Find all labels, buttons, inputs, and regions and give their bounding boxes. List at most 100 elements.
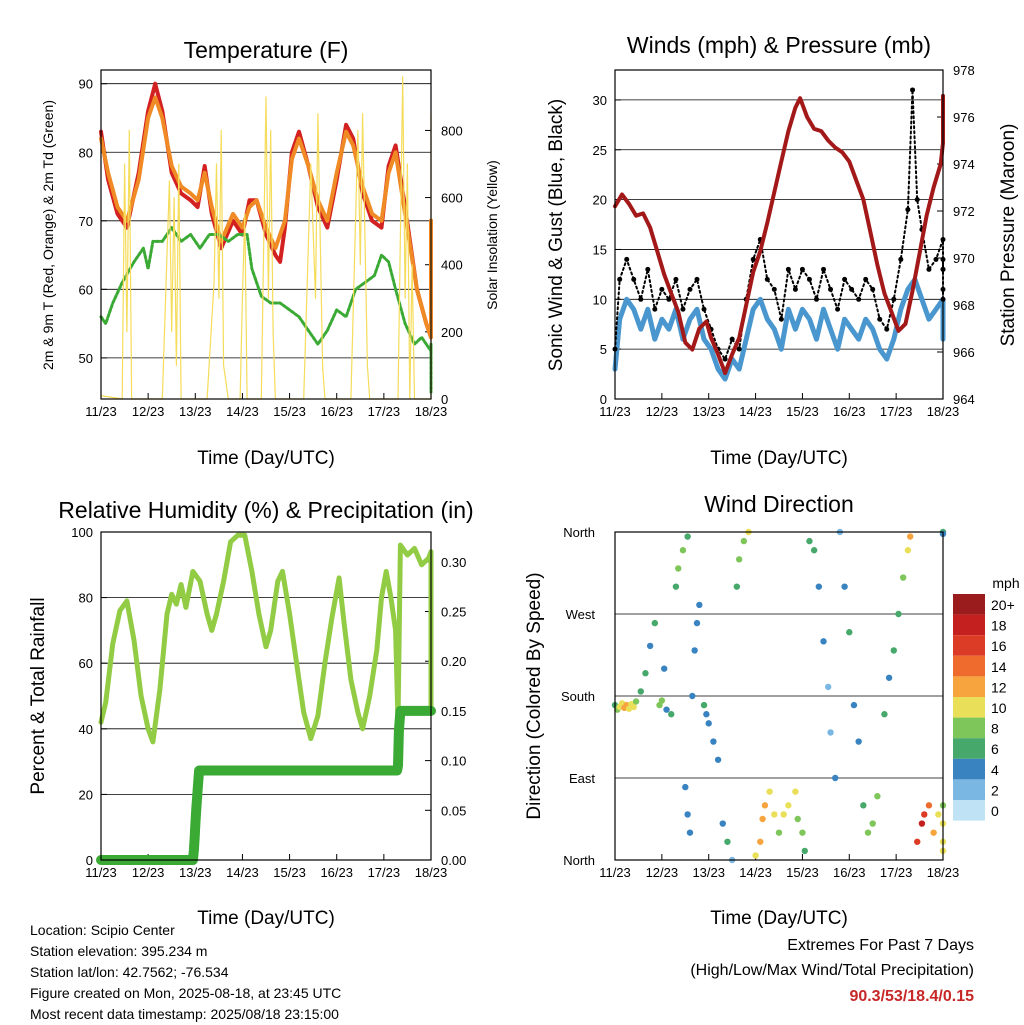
extremes-block: Extremes For Past 7 Days (High/Low/Max W… xyxy=(690,933,974,983)
colorbar-swatch xyxy=(953,800,985,821)
gust-point xyxy=(617,276,623,282)
y2-tick-label: 974 xyxy=(953,157,975,172)
y2-tick-label: 966 xyxy=(953,345,975,360)
gust-point xyxy=(905,207,911,213)
x-tick-label: 15/23 xyxy=(786,404,819,419)
x-tick-label: 16/23 xyxy=(320,865,353,880)
x-tick-label: 13/23 xyxy=(692,865,725,880)
direction-point xyxy=(691,647,698,654)
chart-panel-4: Wind Direction North East South West North 11/… xyxy=(524,491,1020,929)
x-tick-label: 18/23 xyxy=(415,404,448,419)
x-tick-label: 15/23 xyxy=(786,865,819,880)
x-tick-label: 11/23 xyxy=(85,865,117,880)
series-pressure xyxy=(613,93,945,376)
series-td xyxy=(99,226,433,394)
direction-point xyxy=(935,811,942,818)
direction-point xyxy=(885,674,893,681)
gust-point xyxy=(645,266,651,272)
direction-point xyxy=(766,788,773,795)
direction-point xyxy=(899,574,907,581)
colorbar-swatch xyxy=(953,697,985,718)
y-tick-label: 40 xyxy=(79,722,93,737)
x-tick-label: 17/23 xyxy=(880,404,913,419)
x-axis-label: Time (Day/UTC) xyxy=(710,908,848,929)
gust-point xyxy=(877,316,883,322)
gust-point xyxy=(729,336,735,342)
direction-point xyxy=(757,838,764,845)
chart-title: Temperature (F) xyxy=(184,37,349,63)
direction-point xyxy=(689,692,696,700)
direction-point xyxy=(661,665,668,672)
gust-point xyxy=(842,276,848,282)
direction-point xyxy=(914,838,921,845)
direction-point xyxy=(869,820,876,827)
station-info: Location: Scipio Center Station elevatio… xyxy=(30,920,341,1025)
gust-point xyxy=(863,276,869,282)
x-tick-label: 18/23 xyxy=(927,404,960,419)
gust-point xyxy=(624,256,630,262)
gust-point xyxy=(701,306,707,312)
y-tick-label: 50 xyxy=(79,351,93,366)
direction-point xyxy=(832,774,839,782)
x-tick-label: 13/23 xyxy=(179,865,212,880)
gust-point xyxy=(778,316,784,322)
x-tick-label: 11/23 xyxy=(85,404,117,419)
series-precip xyxy=(96,705,436,865)
created-text: Figure created on Mon, 2025-08-18, at 23… xyxy=(30,985,342,1001)
x-tick-label: 17/23 xyxy=(880,865,913,880)
y2-tick-label: 200 xyxy=(441,325,463,340)
y-tick-label: 15 xyxy=(593,242,607,257)
y-tick-label: 80 xyxy=(79,591,93,606)
direction-point xyxy=(740,537,748,545)
colorbar-swatch xyxy=(953,635,985,656)
colorbar-title: mph xyxy=(992,575,1019,591)
direction-point xyxy=(925,802,933,809)
series-t9m xyxy=(99,95,433,340)
y2-axis-label: Solar Insolation (Yellow) xyxy=(484,160,500,310)
direction-point xyxy=(724,838,731,845)
gust-point xyxy=(835,306,841,312)
direction-point xyxy=(703,711,710,718)
direction-point xyxy=(895,610,902,618)
gust-point xyxy=(828,286,834,292)
x-tick-label: 12/23 xyxy=(132,865,165,880)
y2-tick-label: 968 xyxy=(953,298,975,313)
direction-point xyxy=(759,815,766,823)
direction-point xyxy=(810,547,818,554)
y-tick-label: North xyxy=(563,525,595,540)
extremes-title: Extremes For Past 7 Days xyxy=(787,937,974,954)
direction-point xyxy=(918,820,926,827)
colorbar-label: 0 xyxy=(991,803,999,819)
y-tick-label: 60 xyxy=(79,282,93,297)
y2-tick-label: 964 xyxy=(953,392,975,407)
gust-point xyxy=(652,306,658,312)
colorbar-swatch xyxy=(953,655,985,677)
direction-point xyxy=(693,619,701,627)
y-tick-label: 20 xyxy=(79,787,93,802)
direction-point xyxy=(801,847,808,855)
direction-point xyxy=(668,711,675,718)
gust-point xyxy=(771,286,777,292)
gust-point xyxy=(926,266,932,272)
y-axis-label: 2m & 9m T (Red, Orange) & 2m Td (Green) xyxy=(40,100,56,370)
x-tick-label: 14/23 xyxy=(226,404,259,419)
y-tick-label: East xyxy=(569,771,595,786)
x-tick-label: 17/23 xyxy=(368,404,401,419)
direction-point xyxy=(658,697,666,704)
gust-point xyxy=(849,286,855,292)
chart-title: Winds (mph) & Pressure (mb) xyxy=(627,32,931,58)
y-tick-label: 70 xyxy=(79,214,93,229)
gust-point xyxy=(884,326,890,332)
direction-point xyxy=(825,683,832,691)
y-tick-label: North xyxy=(563,853,595,868)
series-solar xyxy=(100,76,432,400)
gust-point xyxy=(891,296,897,302)
direction-point xyxy=(775,829,783,836)
gust-point xyxy=(666,296,672,302)
gust-point xyxy=(750,256,756,262)
direction-point xyxy=(864,829,872,836)
direction-point xyxy=(792,788,799,795)
direction-point xyxy=(921,811,928,818)
direction-point xyxy=(714,756,722,763)
x-axis-label: Time (Day/UTC) xyxy=(197,448,335,469)
